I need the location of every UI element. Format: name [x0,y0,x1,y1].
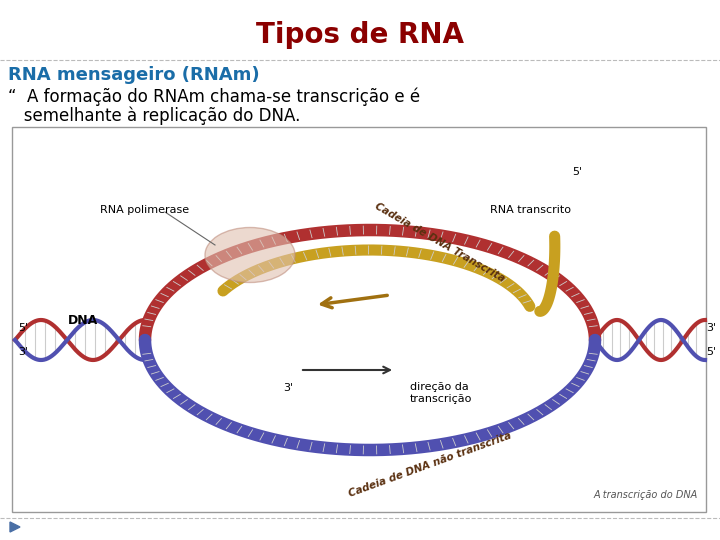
Text: 5': 5' [18,323,28,333]
Text: RNA transcrito: RNA transcrito [490,205,571,215]
Text: 3': 3' [18,347,28,357]
Text: 3': 3' [283,383,293,393]
FancyBboxPatch shape [12,127,706,512]
Text: 5': 5' [572,167,582,177]
Text: Tipos de RNA: Tipos de RNA [256,21,464,49]
Text: semelhante à replicação do DNA.: semelhante à replicação do DNA. [8,107,300,125]
Text: Cadeia de DNA Transcrita: Cadeia de DNA Transcrita [373,200,507,284]
Text: A transcrição do DNA: A transcrição do DNA [594,490,698,500]
Text: DNA: DNA [68,314,98,327]
Text: 5': 5' [706,347,716,357]
Text: 3': 3' [706,323,716,333]
Ellipse shape [205,227,295,282]
Polygon shape [10,522,20,532]
Text: RNA mensageiro (RNAm): RNA mensageiro (RNAm) [8,66,260,84]
Text: “  A formação do RNAm chama-se transcrição e é: “ A formação do RNAm chama-se transcriçã… [8,87,420,106]
Text: RNA polimerase: RNA polimerase [100,205,189,215]
Text: Cadeia de DNA não transcrita: Cadeia de DNA não transcrita [347,431,513,499]
Text: direção da
transcrição: direção da transcrição [410,382,472,404]
